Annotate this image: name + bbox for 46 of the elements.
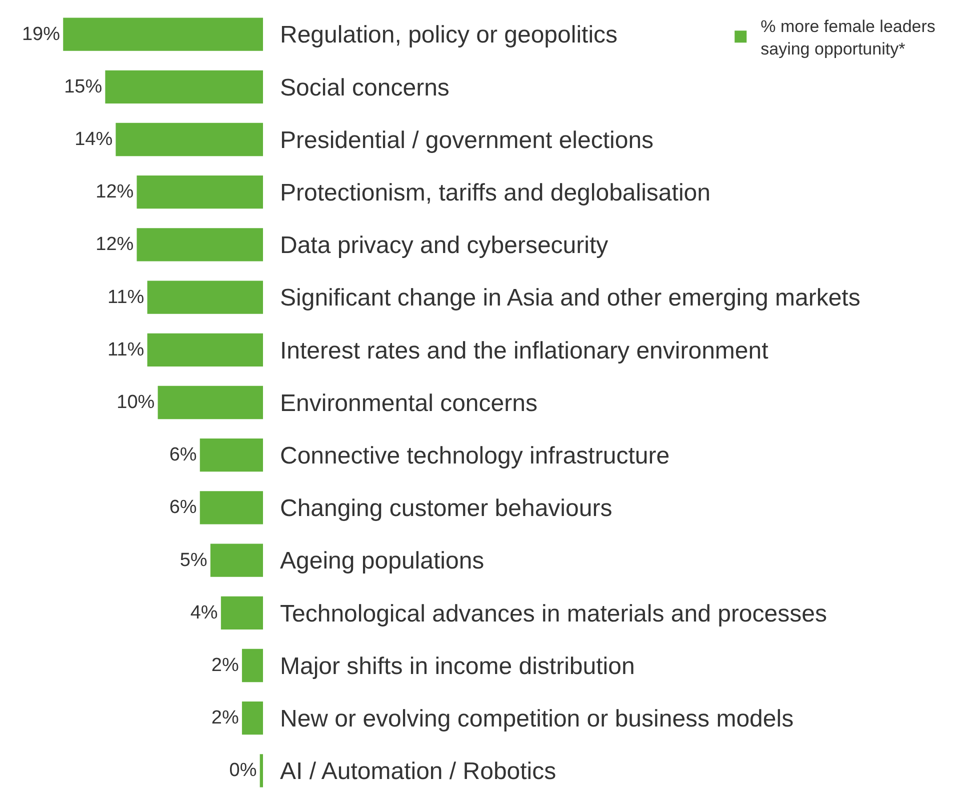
data-label: 6% xyxy=(169,497,197,518)
y-tick-label: New or evolving competition or business models xyxy=(280,706,794,732)
bar xyxy=(200,491,263,524)
bar xyxy=(220,596,263,630)
y-tick-label: Environmental concerns xyxy=(280,390,538,417)
bar xyxy=(136,228,263,262)
y-tick-label: Presidential / government elections xyxy=(280,126,654,154)
data-label: 15% xyxy=(64,76,102,98)
bar xyxy=(242,648,263,682)
data-label: 10% xyxy=(116,392,155,413)
y-tick-label: Changing customer behaviours xyxy=(280,495,612,522)
data-label: 2% xyxy=(211,655,239,676)
bar xyxy=(116,122,263,156)
y-tick-label: Data privacy and cybersecurity xyxy=(280,232,608,260)
data-label: 6% xyxy=(169,444,197,466)
y-tick-label: Connective technology infrastructure xyxy=(280,442,670,470)
bar xyxy=(63,18,263,51)
bar xyxy=(147,333,263,366)
y-tick-label: Significant change in Asia and other emerging markets xyxy=(280,284,860,312)
data-label: 11% xyxy=(108,286,144,308)
bar xyxy=(105,70,263,104)
bar xyxy=(210,544,263,577)
data-label: 0% xyxy=(229,760,257,782)
y-tick-label: Ageing populations xyxy=(280,548,484,575)
data-label: 5% xyxy=(180,550,208,571)
bar xyxy=(242,702,263,735)
y-tick-label: AI / Automation / Robotics xyxy=(280,758,556,786)
bar xyxy=(260,754,263,788)
bar xyxy=(158,386,263,420)
bar xyxy=(200,438,263,472)
y-tick-label: Protectionism, tariffs and deglobalisation xyxy=(280,180,710,206)
legend-label: % more female leaders saying opportunity* xyxy=(760,17,936,58)
data-label: 14% xyxy=(74,129,113,150)
bar xyxy=(136,176,263,209)
data-label: 11% xyxy=(108,339,144,360)
y-tick-label: Major shifts in income distribution xyxy=(280,652,635,680)
y-tick-label: Interest rates and the inflationary environment xyxy=(280,337,769,364)
data-label: 2% xyxy=(211,708,239,729)
data-label: 12% xyxy=(96,234,134,256)
data-label: 4% xyxy=(190,602,218,624)
data-label: 19% xyxy=(22,24,60,45)
y-tick-label: Social concerns xyxy=(280,74,450,102)
y-tick-label: Technological advances in materials and processes xyxy=(280,600,827,628)
y-tick-label: Regulation, policy or geopolitics xyxy=(280,22,618,49)
bar xyxy=(147,280,263,314)
data-label: 12% xyxy=(96,182,134,203)
